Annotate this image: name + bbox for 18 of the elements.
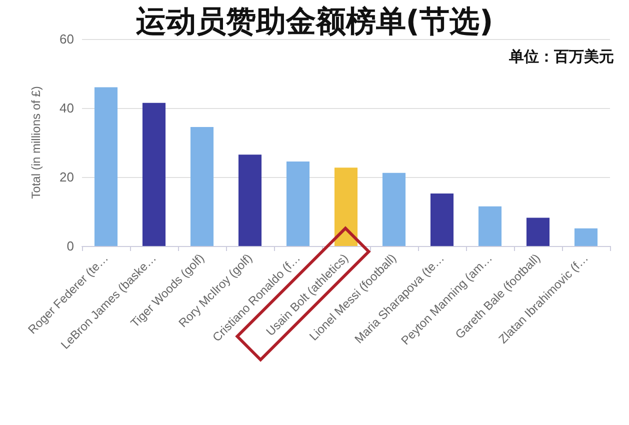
y-axis-title: Total (in millions of £) — [29, 86, 43, 199]
chart-title: 运动员赞助金额榜单(节选) — [134, 4, 494, 40]
bar — [574, 228, 598, 246]
bar — [94, 87, 118, 246]
y-tick-label: 40 — [60, 100, 74, 116]
bar — [526, 218, 550, 246]
bar — [142, 102, 166, 246]
bar — [286, 161, 310, 246]
bar — [238, 154, 262, 246]
bar — [334, 168, 358, 246]
bar — [430, 194, 454, 246]
bar — [382, 172, 406, 246]
text: 单位：百万美元 — [508, 48, 614, 66]
y-tick-label: 0 — [66, 238, 74, 254]
y-tick-label: 20 — [60, 170, 74, 184]
y-tick-label: 60 — [60, 32, 74, 46]
bar — [190, 126, 214, 246]
bar — [478, 206, 502, 246]
